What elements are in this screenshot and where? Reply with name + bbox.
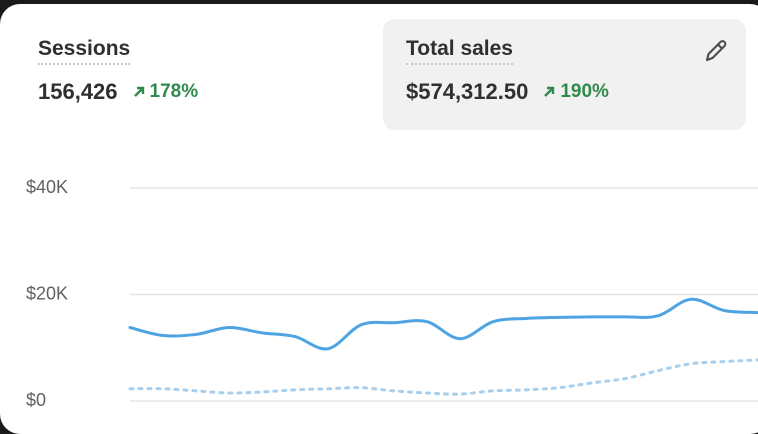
y-tick-label: $40K [26, 177, 68, 197]
metric-value: $574,312.50 [406, 79, 529, 104]
chart: $0 $20K $40K [26, 177, 758, 410]
metric[interactable]: Sessions 156,426 178% [38, 37, 198, 105]
metric-change: 178% [132, 81, 199, 103]
arrow-icon [544, 86, 555, 97]
metric-label: Total sales [406, 37, 513, 65]
y-tick-label: $0 [26, 390, 46, 410]
edit-button[interactable] [702, 37, 730, 65]
metric-label: Sessions [38, 37, 131, 65]
arrow-icon [133, 86, 144, 97]
series-line [128, 297, 758, 351]
comparison-line [128, 358, 758, 396]
metric: Total sales $574,312.50 190% [406, 37, 609, 105]
metric-change-text: 178% [149, 81, 199, 102]
metric-change-text: 190% [560, 81, 609, 102]
metric-selected[interactable]: Total sales $574,312.50 190% [383, 19, 746, 130]
page: {"metrics": [ {"label": "Sessions", "val… [0, 4, 758, 434]
y-tick-label: $20K [26, 283, 68, 303]
metric-change: 190% [542, 81, 609, 103]
card: $0 $20K $40K Sessions 156,426 178% Total s… [0, 4, 758, 434]
metric-value: 156,426 [38, 79, 118, 104]
